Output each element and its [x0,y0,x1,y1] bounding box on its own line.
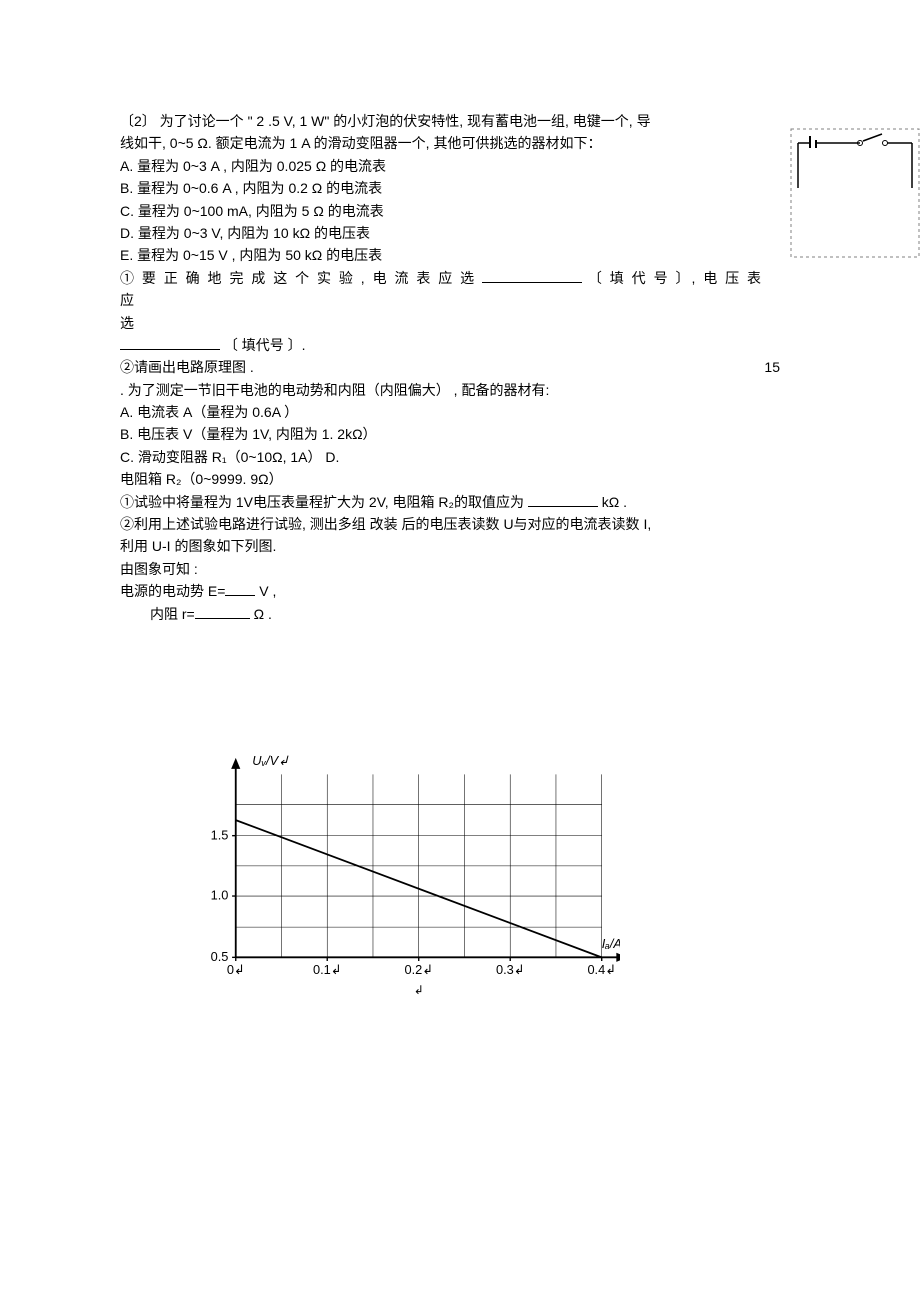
blank-ammeter[interactable] [482,269,582,283]
q2-sub1d-text: 〔 填代号 〕. [224,337,306,353]
svg-text:0.3↲: 0.3↲ [496,962,525,977]
q15-sub1b-text: kΩ . [598,494,627,510]
chart-svg: 0.5 1.0 1.5 0↲ 0.1↲ 0.2↲ 0.3↲ 0.4↲ Uᵥ/V↲ Iₐ/A↲ ↲ [190,720,620,1030]
svg-text:0↲: 0↲ [227,962,245,977]
q2-sub2-row: ②请画出电路原理图 . 15 [120,356,780,378]
q2-sub1-line1: ① 要 正 确 地 完 成 这 个 实 验 , 电 流 表 应 选 〔 填 代 … [120,267,780,312]
circuit-diagram-box [790,128,920,258]
q2-sub1c-text: 选 [120,315,134,331]
svg-text:0.2↲: 0.2↲ [404,962,433,977]
q15-sub6a-text: 内阻 r= [150,606,195,622]
q15-sub1a-text: ①试验中将量程为 1V电压表量程扩大为 2V, 电阻箱 R₂的取值应为 [120,494,528,510]
q15-sub1: ①试验中将量程为 1V电压表量程扩大为 2V, 电阻箱 R₂的取值应为 kΩ . [120,491,780,513]
q2-option-d: D. 量程为 0~3 V, 内阻为 10 kΩ 的电压表 [120,222,780,244]
svg-text:Iₐ/A↲: Iₐ/A↲ [602,936,620,951]
q2-option-c: C. 量程为 0~100 mA, 内阻为 5 Ω 的电流表 [120,200,780,222]
q2-sub1-line2: 选 [120,312,780,334]
q2-prompt-line1: 〔2〕 为了讨论一个 " 2 .5 V, 1 W" 的小灯泡的伏安特性, 现有蓄… [120,110,780,132]
q2-prompt-line2: 线如干, 0~5 Ω. 额定电流为 1 A 的滑动变阻器一个, 其他可供挑选的器… [120,132,780,154]
blank-resistance-box[interactable] [528,493,598,507]
q15-option-b: B. 电压表 V（量程为 1V, 内阻为 1. 2kΩ） [120,423,780,445]
q2-sub1-line3: 〔 填代号 〕. [120,334,780,356]
q15-sub6b-text: Ω . [250,606,272,622]
q15-option-c: C. 滑动变阻器 R₁（0~10Ω, 1A） D. [120,446,780,468]
svg-text:↲: ↲ [414,983,424,997]
q2-option-b: B. 量程为 0~0.6 A , 内阻为 0.2 Ω 的电流表 [120,177,780,199]
q2-sub1a-text: ① 要 正 确 地 完 成 这 个 实 验 , 电 流 表 应 选 [120,270,476,286]
blank-emf[interactable] [225,583,255,597]
blank-voltmeter[interactable] [120,336,220,350]
circuit-svg [790,128,920,258]
q15-sub6: 内阻 r= Ω . [120,603,780,625]
q15-sub3: 利用 U‐I 的图象如下列图. [120,535,780,557]
q15-sub5b-text: V , [255,583,276,599]
svg-text:0.4↲: 0.4↲ [587,962,616,977]
page-hint-15: 15 [764,356,780,378]
q15-option-d: 电阻箱 R₂（0~9999. 9Ω） [120,468,780,490]
svg-text:0.5: 0.5 [211,949,229,964]
svg-text:1.5: 1.5 [211,827,229,842]
svg-text:1.0: 1.0 [211,888,229,903]
q15-sub5: 电源的电动势 E= V , [120,580,780,602]
q15-sub5a-text: 电源的电动势 E= [120,583,225,599]
q15-prompt: . 为了测定一节旧干电池的电动势和内阻（内阻偏大） , 配备的器材有: [120,379,780,401]
blank-internal-r[interactable] [195,605,250,619]
q15-option-a: A. 电流表 A（量程为 0.6A ） [120,401,780,423]
q2-option-e: E. 量程为 0~15 V , 内阻为 50 kΩ 的电压表 [120,244,780,266]
svg-text:Uᵥ/V↲: Uᵥ/V↲ [252,753,289,768]
svg-text:0.1↲: 0.1↲ [313,962,342,977]
ui-chart-box: 0.5 1.0 1.5 0↲ 0.1↲ 0.2↲ 0.3↲ 0.4↲ Uᵥ/V↲ Iₐ/A↲ ↲ [190,720,620,1030]
document-body: 〔2〕 为了讨论一个 " 2 .5 V, 1 W" 的小灯泡的伏安特性, 现有蓄… [120,110,780,625]
q15-sub4: 由图象可知 : [120,558,780,580]
q15-sub2: ②利用上述试验电路进行试验, 测出多组 改装 后的电压表读数 U与对应的电流表读… [120,513,780,535]
q2-option-a: A. 量程为 0~3 A , 内阻为 0.025 Ω 的电流表 [120,155,780,177]
q2-sub2-text: ②请画出电路原理图 . [120,356,254,378]
